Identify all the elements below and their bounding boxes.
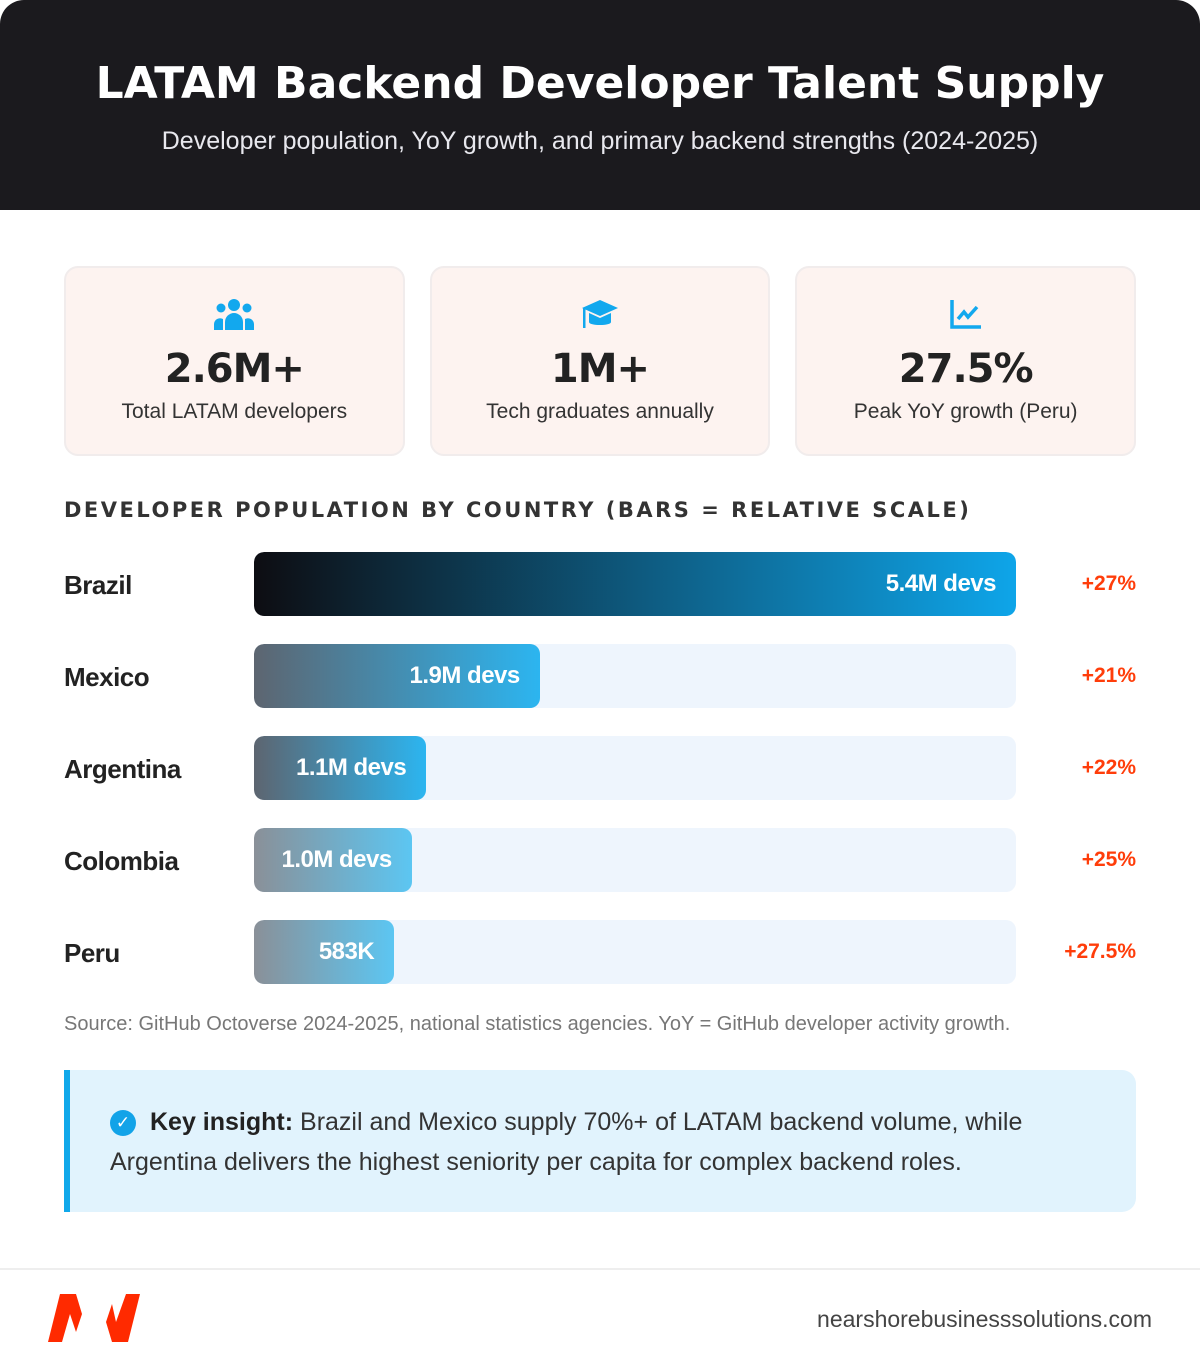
bar-track: 1.1M devs (254, 736, 1016, 800)
bar-value-label: 1.9M devs (409, 662, 521, 689)
stat-card-developers: 2.6M+ Total LATAM developers (64, 266, 405, 456)
country-label: Colombia (64, 846, 179, 876)
stat-value: 27.5% (898, 346, 1034, 392)
bar-row: Colombia 1.0M devs +25% (64, 828, 1136, 892)
growth-label: +27.5% (1064, 940, 1136, 963)
brand-logo (48, 1294, 140, 1342)
bar-value-label: 1.1M devs (295, 754, 407, 781)
bar-track: 1.0M devs (254, 828, 1016, 892)
bar-track: 1.9M devs (254, 644, 1016, 708)
chart-line-icon (949, 300, 981, 329)
footer: nearshorebusinesssolutions.com (0, 1268, 1200, 1366)
bar-fill: 5.4M devs (254, 552, 1016, 616)
stat-card-growth: 27.5% Peak YoY growth (Peru) (795, 266, 1137, 456)
source-note: Source: GitHub Octoverse 2024-2025, nati… (64, 1013, 1011, 1035)
bar-fill: 1.1M devs (254, 736, 427, 800)
bar-track: 5.4M devs (254, 552, 1016, 616)
bar-fill: 1.9M devs (254, 644, 540, 708)
bar-row: Argentina 1.1M devs +22% (64, 736, 1136, 800)
country-label: Mexico (64, 662, 150, 692)
growth-label: +22% (1081, 756, 1136, 779)
stat-label: Peak YoY growth (Peru) (853, 400, 1078, 423)
bar-row: Mexico 1.9M devs +21% (64, 644, 1136, 708)
bar-row: Peru 583K +27.5% (64, 920, 1136, 984)
insight-box: ✓ Key insight: Brazil and Mexico supply 7… (64, 1070, 1136, 1212)
bar-fill: 583K (254, 920, 395, 984)
country-label: Argentina (64, 754, 181, 784)
insight-text: Brazil and Mexico supply 70%+ of LATAM b… (110, 1108, 1023, 1176)
page-subtitle: Developer population, YoY growth, and pr… (161, 127, 1039, 155)
growth-label: +21% (1081, 664, 1136, 687)
bar-fill: 1.0M devs (254, 828, 412, 892)
website-url: nearshorebusinesssolutions.com (817, 1306, 1152, 1332)
stat-value: 2.6M+ (164, 346, 305, 392)
graduation-cap-icon (582, 300, 618, 328)
bar-row: Brazil 5.4M devs +27% (64, 552, 1136, 616)
country-label: Peru (64, 938, 120, 968)
users-icon (214, 299, 255, 330)
bar-value-label: 5.4M devs (885, 570, 997, 597)
growth-label: +27% (1081, 572, 1136, 595)
bar-value-label: 583K (318, 938, 375, 965)
growth-label: +25% (1081, 848, 1136, 871)
insight-label: Key insight: (150, 1108, 294, 1136)
country-label: Brazil (64, 570, 132, 600)
header: LATAM Backend Developer Talent Supply De… (0, 0, 1200, 210)
stats-row: 2.6M+ Total LATAM developers 1M+ Tech gr… (64, 266, 1137, 456)
bar-value-label: 1.0M devs (281, 846, 392, 873)
stat-label: Tech graduates annually (486, 400, 714, 423)
stat-value: 1M+ (550, 346, 650, 392)
chart-title: DEVELOPER POPULATION BY COUNTRY (BARS = … (64, 498, 972, 522)
stat-card-graduates: 1M+ Tech graduates annually (429, 266, 771, 456)
bar-track: 583K (254, 920, 1016, 984)
page-title: LATAM Backend Developer Talent Supply (95, 58, 1105, 109)
stat-label: Total LATAM developers (121, 400, 348, 423)
check-circle-icon: ✓ (110, 1110, 136, 1136)
